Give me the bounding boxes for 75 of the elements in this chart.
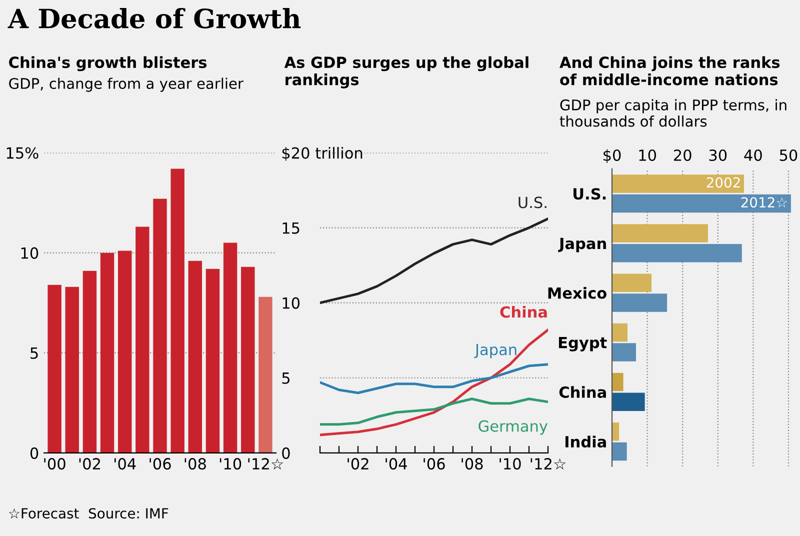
x-tick-label: '06 [424,458,445,470]
chart-title: And China joins the ranks of middle-income nations [560,56,780,86]
chart-title: As GDP surges up the global rankings [284,56,528,88]
y-tick-label: 15 [282,222,300,234]
x-tick-label: $0 [604,149,621,164]
x-tick-label: '00 [44,458,66,470]
x-tick-label: '06 [150,458,171,470]
bar [612,224,708,242]
bar [241,266,255,453]
chart-title: China's growth blisters [9,56,207,72]
line-series [320,363,548,394]
bar [612,244,742,262]
y-tick-label: 0 [30,447,38,459]
x-tick-label: '08 [462,458,483,470]
series-label: U.S. [518,196,546,208]
y-tick-label: 15% [6,147,38,159]
y-tick-label: Mexico [548,286,606,299]
bar [612,274,652,292]
text: ☆Forecast Source: IMF [8,508,168,519]
y-tick-label: 0 [282,447,290,459]
y-tick-label: 5 [282,372,290,384]
bar [612,323,628,342]
x-tick-label: 40 [744,149,762,162]
y-tick-label: $20 trillion [282,146,362,161]
series-label: Japan [474,344,516,358]
bar [136,226,150,453]
line-series [320,218,548,304]
x-tick-label: '10 [220,458,242,470]
series-label: 2002 [706,177,740,188]
y-tick-label: China [559,386,606,398]
y-tick-label: India [566,436,606,448]
x-tick-label: 10 [639,149,656,162]
bar [206,268,220,453]
text: A Decade of Growth [8,8,301,28]
bar [612,194,791,213]
x-tick-label: 20 [674,149,692,162]
x-tick-label: '12☆ [248,458,284,470]
x-tick-label: '02 [348,458,368,470]
bar [612,294,668,312]
x-tick-label: '04 [114,458,136,470]
y-tick-label: 10 [282,297,300,309]
bar [153,198,167,453]
x-tick-label: 30 [709,149,727,162]
y-tick-label: Egypt [558,336,607,352]
x-tick-label: '12☆ [530,458,566,470]
x-tick-label: '04 [386,458,407,470]
bar [612,442,627,461]
series-label: 2012☆ [741,197,788,208]
bar [258,296,272,453]
bar [612,372,624,392]
series-label: China [500,306,547,318]
y-tick-label: 10 [21,247,38,259]
bar [48,284,62,453]
bar [612,174,744,193]
y-tick-label: U.S. [574,188,606,200]
bar [188,260,202,453]
bar [170,168,184,453]
chart-subtitle: GDP, change from a year earlier [9,78,244,92]
x-tick-label: 50 [780,149,798,162]
chart-subtitle: GDP per capita in PPP terms, in thousands of dollars [560,99,786,127]
line-series [320,328,548,436]
series-label: Germany [478,420,548,435]
bar [223,242,238,453]
x-tick-label: '08 [184,458,206,470]
bar [612,343,636,362]
bar [612,392,645,411]
bar [65,286,79,453]
x-tick-label: '10 [500,458,521,470]
bar [612,422,620,441]
y-tick-label: 5 [30,348,38,359]
y-tick-label: Japan [558,238,606,252]
bar [118,250,132,453]
x-tick-label: '02 [79,458,100,470]
bar [100,252,114,453]
bar [82,270,97,453]
